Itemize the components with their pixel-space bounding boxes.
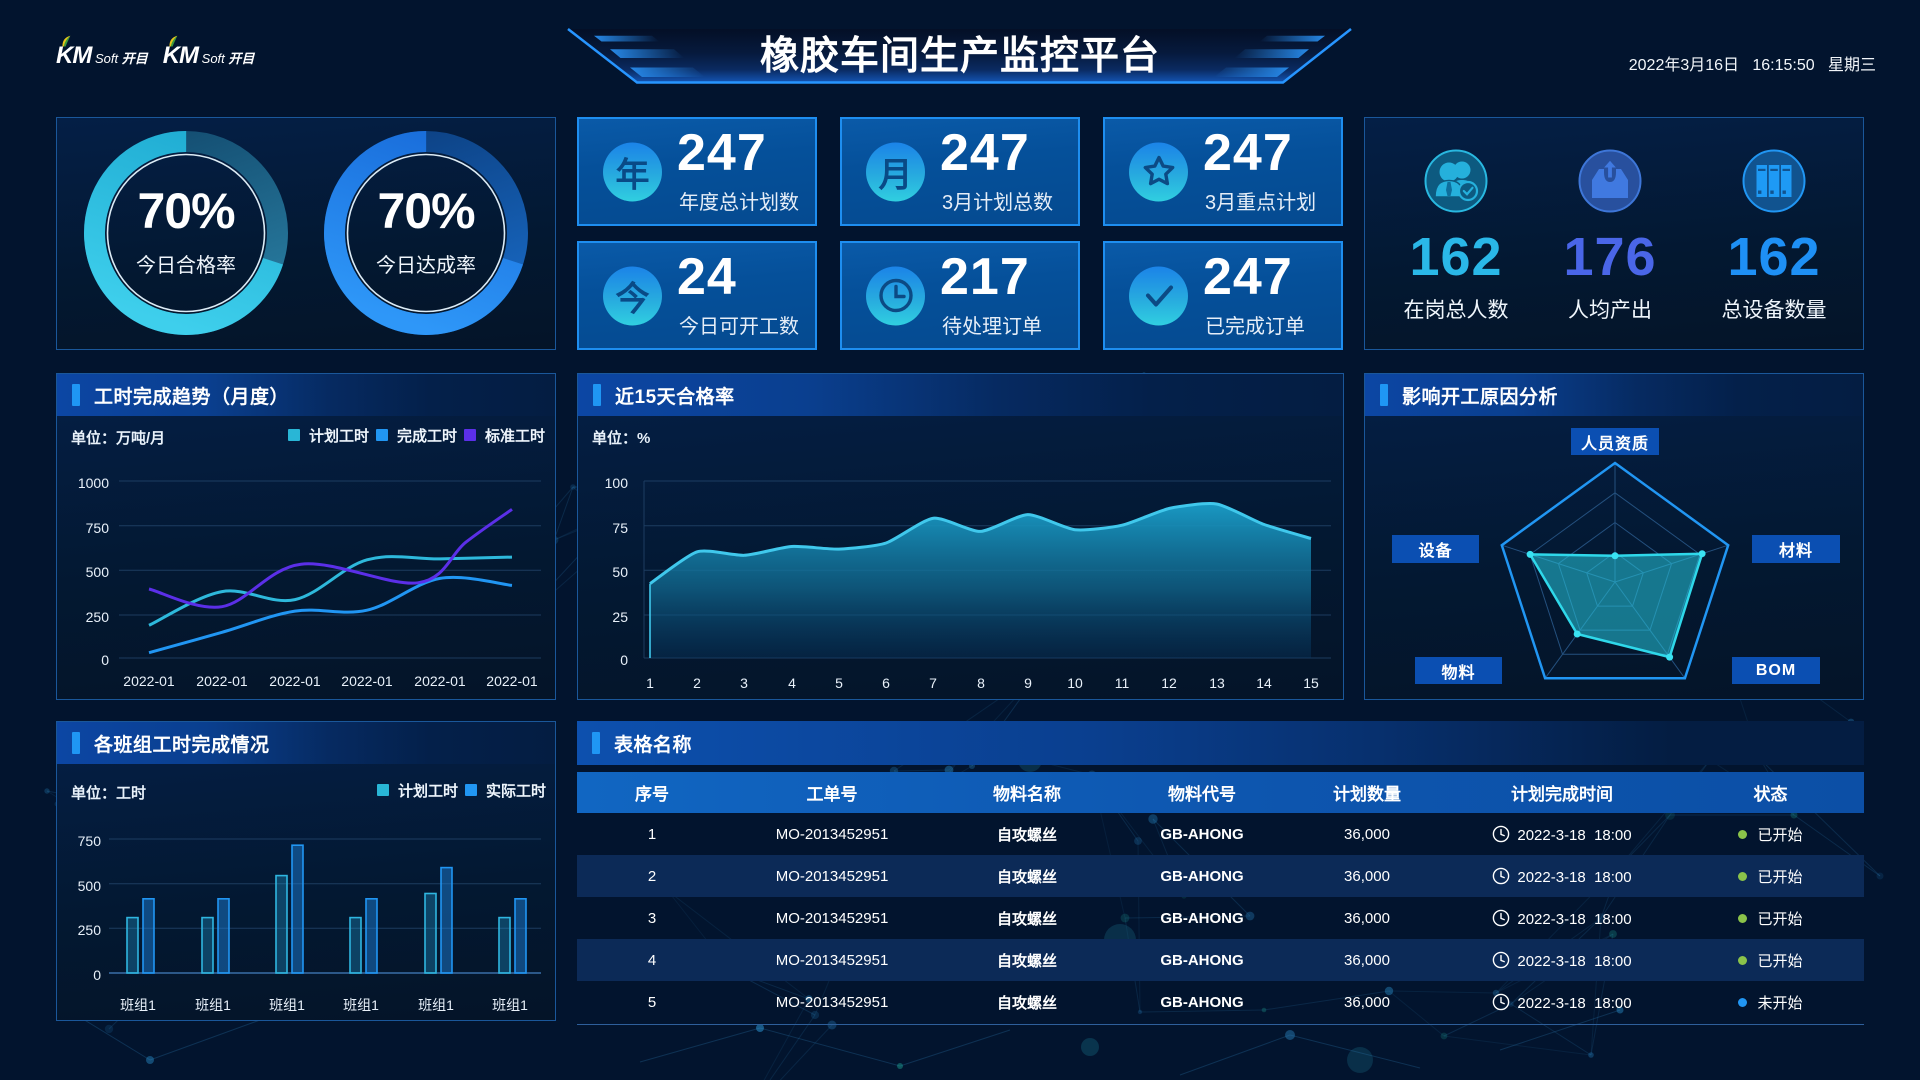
svg-text:15: 15 xyxy=(1303,675,1319,691)
svg-text:14: 14 xyxy=(1256,675,1272,691)
svg-text:500: 500 xyxy=(86,564,110,580)
svg-text:0: 0 xyxy=(93,967,101,983)
svg-text:5: 5 xyxy=(835,675,843,691)
svg-text:750: 750 xyxy=(86,520,110,536)
svg-text:1000: 1000 xyxy=(78,475,109,491)
svg-text:2: 2 xyxy=(693,675,701,691)
svg-text:11: 11 xyxy=(1115,675,1130,691)
svg-text:2022-01: 2022-01 xyxy=(414,673,466,689)
svg-text:2022-01: 2022-01 xyxy=(196,673,248,689)
svg-text:3: 3 xyxy=(740,675,748,691)
svg-text:8: 8 xyxy=(977,675,985,691)
svg-text:250: 250 xyxy=(78,922,102,938)
svg-text:班组1: 班组1 xyxy=(343,997,379,1013)
svg-text:班组1: 班组1 xyxy=(269,997,305,1013)
svg-text:9: 9 xyxy=(1024,675,1032,691)
svg-text:4: 4 xyxy=(788,675,796,691)
svg-text:2022-01: 2022-01 xyxy=(123,673,175,689)
svg-text:1: 1 xyxy=(646,675,654,691)
svg-text:50: 50 xyxy=(612,564,628,580)
svg-text:10: 10 xyxy=(1067,675,1083,691)
svg-text:250: 250 xyxy=(86,609,110,625)
svg-text:班组1: 班组1 xyxy=(195,997,231,1013)
svg-text:2022-01: 2022-01 xyxy=(486,673,538,689)
svg-text:班组1: 班组1 xyxy=(492,997,528,1013)
svg-text:0: 0 xyxy=(620,652,628,668)
svg-text:13: 13 xyxy=(1209,675,1225,691)
svg-text:100: 100 xyxy=(605,475,629,491)
svg-text:12: 12 xyxy=(1161,675,1177,691)
svg-text:2022-01: 2022-01 xyxy=(341,673,393,689)
svg-text:25: 25 xyxy=(612,609,628,625)
svg-text:班组1: 班组1 xyxy=(418,997,454,1013)
svg-text:7: 7 xyxy=(929,675,937,691)
svg-text:6: 6 xyxy=(882,675,890,691)
svg-text:75: 75 xyxy=(612,520,628,536)
svg-text:0: 0 xyxy=(101,652,109,668)
svg-text:班组1: 班组1 xyxy=(120,997,156,1013)
svg-text:2022-01: 2022-01 xyxy=(269,673,321,689)
svg-text:750: 750 xyxy=(78,833,102,849)
svg-text:500: 500 xyxy=(78,878,102,894)
